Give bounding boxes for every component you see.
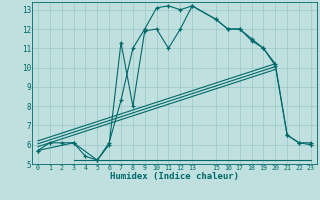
X-axis label: Humidex (Indice chaleur): Humidex (Indice chaleur)	[110, 172, 239, 181]
